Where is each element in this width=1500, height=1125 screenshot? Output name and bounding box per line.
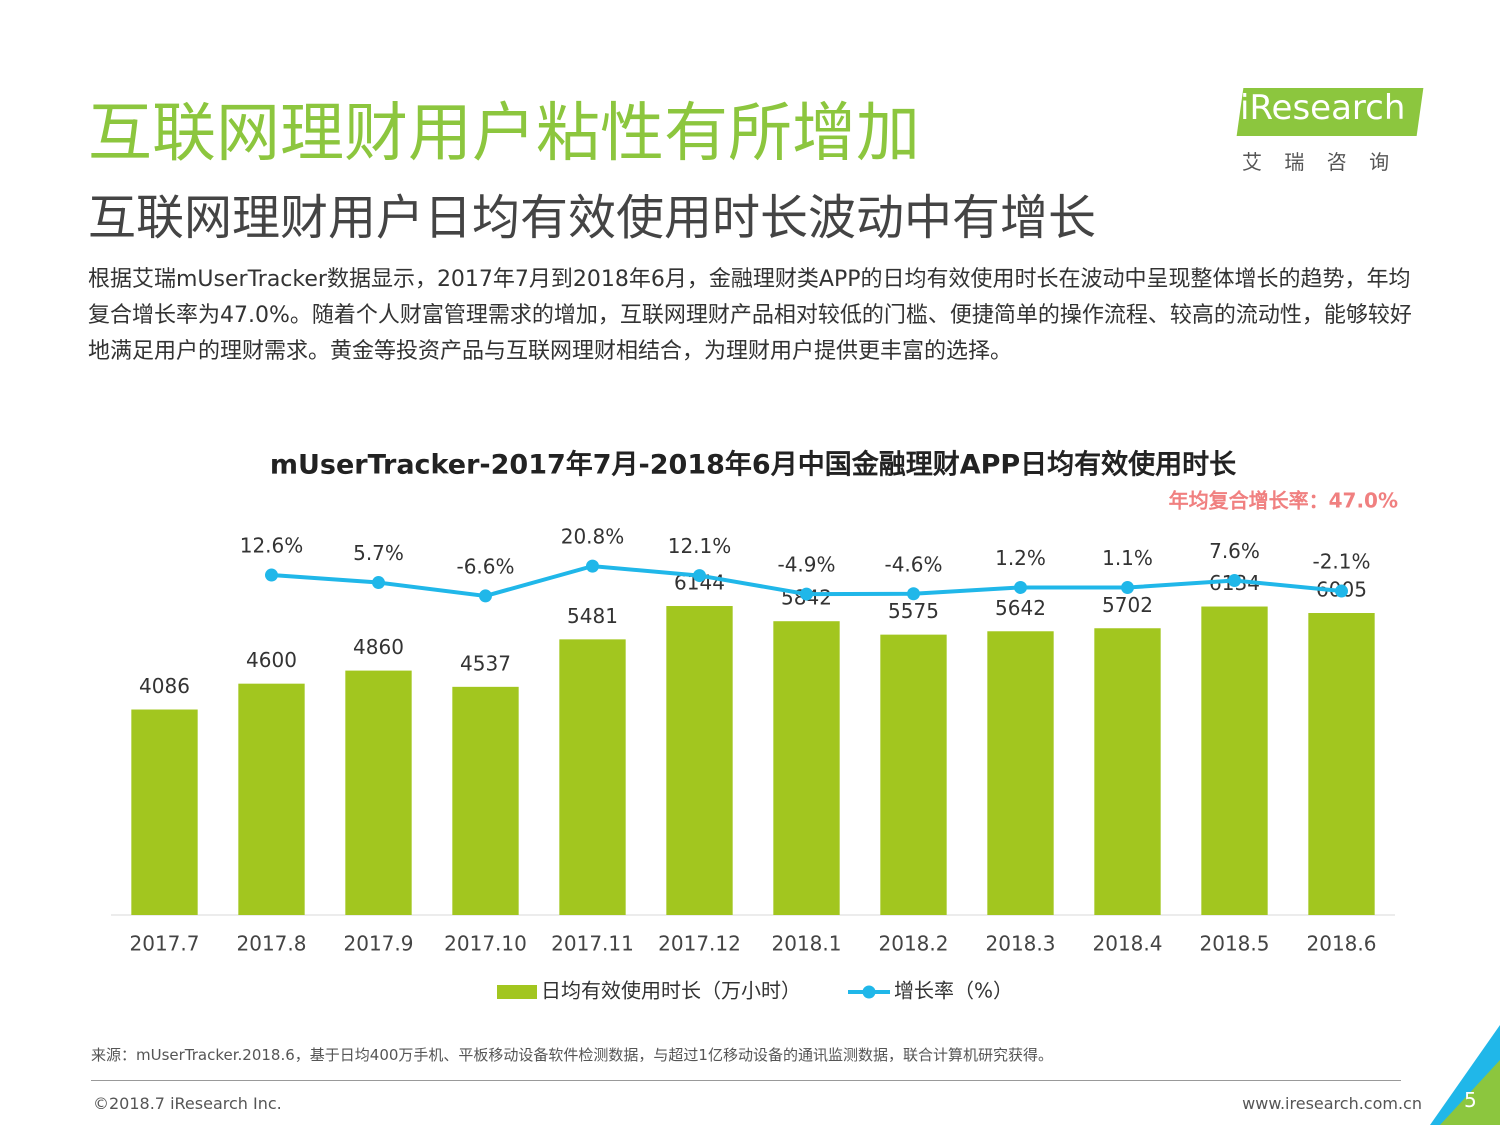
bar <box>987 631 1054 915</box>
x-tick-label: 2018.3 <box>986 932 1056 956</box>
bar <box>345 670 412 915</box>
x-tick-label: 2017.8 <box>237 932 307 956</box>
bar <box>131 709 198 915</box>
x-tick-label: 2017.9 <box>344 932 414 956</box>
footer-rule <box>91 1080 1401 1081</box>
data-label: 20.8% <box>561 525 625 549</box>
page-number: 5 <box>1464 1088 1477 1112</box>
data-label: 1.2% <box>995 546 1046 570</box>
paragraph: 根据艾瑞mUserTracker数据显示，2017年7月到2018年6月，金融理… <box>88 267 1412 364</box>
x-tick-label: 2017.7 <box>130 932 200 956</box>
line-point <box>1014 580 1027 594</box>
url: www.iresearch.com.cn <box>1242 1094 1422 1113</box>
legend-swatch <box>862 985 876 999</box>
data-label: -4.9% <box>777 553 835 577</box>
bar <box>773 621 840 915</box>
logo-sub: 艾 瑞 咨 询 <box>1242 150 1398 174</box>
data-label: 1.1% <box>1102 546 1153 570</box>
data-label: 5702 <box>1102 593 1153 617</box>
line-point <box>479 589 492 603</box>
legend-label: 增长率（%） <box>894 979 1013 1003</box>
line-point <box>1228 573 1241 587</box>
data-label: 5.7% <box>353 541 404 565</box>
bar <box>238 683 305 915</box>
data-label: -6.6% <box>456 554 514 578</box>
data-label: 12.6% <box>240 534 304 558</box>
line-point <box>907 587 920 601</box>
source: 来源：mUserTracker.2018.6，基于日均400万手机、平板移动设备… <box>91 1046 1053 1064</box>
copyright: ©2018.7 iResearch Inc. <box>93 1094 282 1113</box>
logo: iResearch <box>1240 88 1406 128</box>
corner <box>1440 1060 1500 1125</box>
bar <box>666 606 733 915</box>
line-point <box>693 569 706 583</box>
line-point <box>265 568 278 582</box>
bar <box>1094 628 1161 915</box>
data-label: 5575 <box>888 599 939 623</box>
bar <box>1201 606 1268 915</box>
x-tick-label: 2017.11 <box>551 932 634 956</box>
legend-swatch <box>497 985 537 999</box>
data-label: 7.6% <box>1209 539 1260 563</box>
line-point <box>586 559 599 573</box>
data-label: 4860 <box>353 635 404 659</box>
data-label: -4.6% <box>884 552 942 576</box>
legend-label: 日均有效使用时长（万小时） <box>541 979 801 1003</box>
chart-title: mUserTracker-2017年7月-2018年6月中国金融理财APP日均有… <box>270 449 1237 481</box>
x-tick-label: 2018.5 <box>1200 932 1270 956</box>
x-tick-label: 2018.2 <box>879 932 949 956</box>
subtitle: 互联网理财用户日均有效使用时长波动中有增长 <box>88 190 1097 246</box>
line-point <box>372 576 385 590</box>
title: 互联网理财用户粘性有所增加 <box>88 97 920 171</box>
line-point <box>800 587 813 601</box>
bar <box>1308 613 1375 915</box>
data-label: 4086 <box>139 674 190 698</box>
x-tick-label: 2017.12 <box>658 932 741 956</box>
x-tick-label: 2018.6 <box>1307 932 1377 956</box>
data-label: 4600 <box>246 648 297 672</box>
bar <box>559 639 626 915</box>
bar <box>452 686 519 915</box>
bar <box>880 634 947 915</box>
x-tick-label: 2018.4 <box>1093 932 1163 956</box>
data-label: -2.1% <box>1312 550 1370 574</box>
data-label: 4537 <box>460 651 511 675</box>
data-label: 5642 <box>995 596 1046 620</box>
x-tick-label: 2018.1 <box>772 932 842 956</box>
data-label: 5481 <box>567 604 618 628</box>
data-label: 12.1% <box>668 534 732 558</box>
x-tick-label: 2017.10 <box>444 932 527 956</box>
line-point <box>1335 584 1348 598</box>
line-point <box>1121 581 1134 595</box>
annotation: 年均复合增长率：47.0% <box>1169 489 1398 513</box>
